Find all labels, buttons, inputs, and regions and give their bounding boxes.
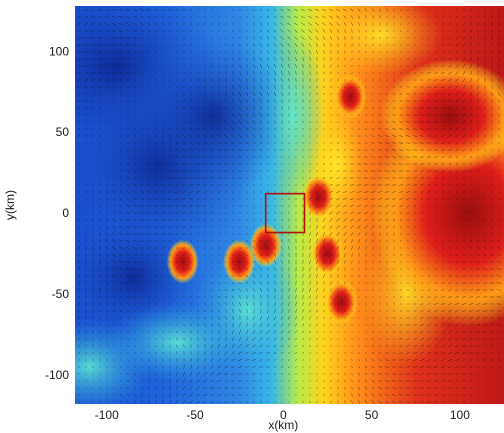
x-axis-label: x(km) bbox=[268, 418, 298, 432]
x-tick-label: 0 bbox=[280, 408, 287, 422]
y-tick-label: -50 bbox=[52, 287, 70, 301]
field-regions bbox=[75, 6, 504, 404]
x-tick-label: 100 bbox=[450, 408, 470, 422]
hotspot bbox=[325, 280, 358, 325]
field-region bbox=[106, 302, 249, 383]
x-tick-label: -100 bbox=[95, 408, 119, 422]
vector-field bbox=[76, 8, 502, 404]
hotspot bbox=[166, 239, 199, 284]
y-tick-label: 0 bbox=[62, 206, 69, 220]
hotspot bbox=[302, 174, 335, 219]
plot-area bbox=[75, 6, 504, 404]
y-axis-label: y(km) bbox=[3, 190, 17, 220]
highlight-box bbox=[264, 192, 306, 234]
y-tick-labels: 100 50 0 -50 -100 bbox=[45, 44, 69, 382]
hotspot bbox=[334, 74, 367, 119]
hotspot bbox=[311, 231, 344, 276]
x-tick-label: 50 bbox=[365, 408, 379, 422]
field-region bbox=[318, 6, 443, 76]
vector-arrows bbox=[76, 8, 502, 404]
y-tick-label: 50 bbox=[56, 125, 70, 139]
y-tick-label: -100 bbox=[45, 368, 69, 382]
field-region bbox=[380, 59, 504, 173]
field-region bbox=[260, 27, 324, 205]
x-tick-label: -50 bbox=[186, 408, 204, 422]
x-tick-labels: -100 -50 0 50 100 bbox=[95, 408, 470, 422]
y-tick-label: 100 bbox=[49, 44, 69, 58]
hotspot bbox=[249, 223, 282, 268]
